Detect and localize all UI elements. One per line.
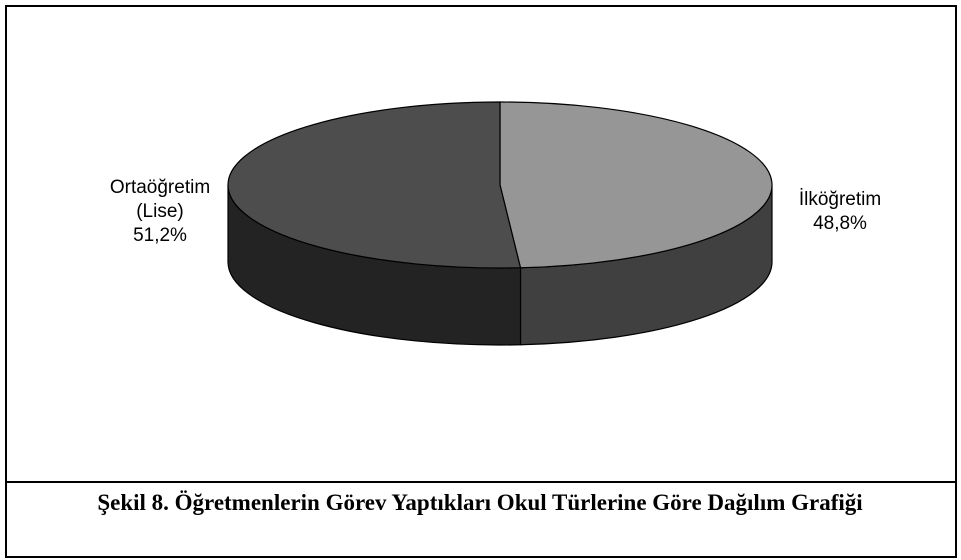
value-label: 48,8% [813, 212, 867, 234]
frame [5, 5, 957, 558]
chart-title: Şekil 8. Öğretmenlerin Görev Yaptıkları … [97, 490, 863, 515]
value-label: 51,2% [133, 224, 187, 246]
slice [499, 101, 773, 269]
category-label: İlköğretim [798, 188, 882, 210]
separator [5, 481, 955, 483]
slice-label: İlköğretim 48,8% [780, 188, 900, 236]
slice-label: Ortaöğretim (Lise) 51,2% [100, 176, 220, 248]
category-label: Ortaöğretim (Lise) [109, 176, 211, 222]
slice [227, 101, 522, 269]
